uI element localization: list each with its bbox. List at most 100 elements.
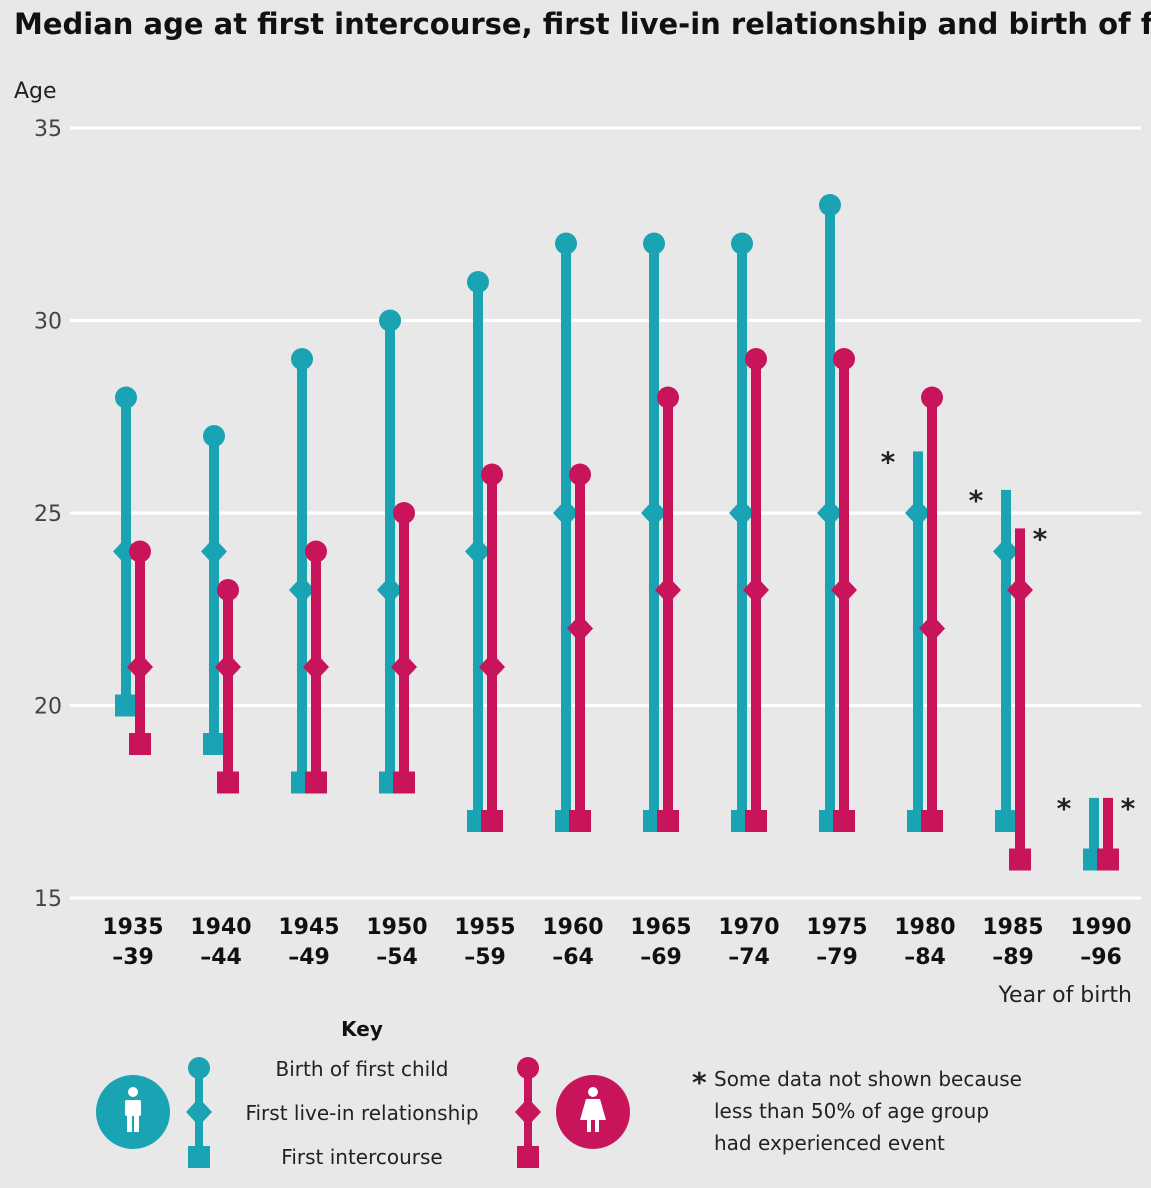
- birth-of-first-child-point: [745, 348, 767, 370]
- birth-of-first-child-point: [129, 540, 151, 563]
- x-tick-label: –49: [288, 945, 330, 970]
- footnote-line-1: Some data not shown because: [714, 1067, 1022, 1091]
- first-live-in-relationship-point: [201, 537, 227, 566]
- birth-of-first-child-point: [921, 386, 943, 409]
- first-live-in-relationship-point: [905, 499, 931, 527]
- range-bar: [297, 359, 307, 783]
- range-bar: [1001, 489, 1011, 821]
- x-tick-label: –89: [992, 945, 1034, 970]
- range-bar: [663, 397, 673, 821]
- birth-of-first-child-point: [393, 502, 415, 524]
- x-tick-label: –64: [552, 945, 594, 970]
- first-live-in-relationship-point: [641, 499, 667, 527]
- legend: Key Birth of first child First live-in r…: [96, 1017, 630, 1169]
- asterisk-marker: *: [1033, 522, 1048, 555]
- birth-of-first-child-point: [217, 579, 239, 601]
- first-live-in-relationship-point: [303, 653, 329, 681]
- asterisk-marker: *: [881, 445, 896, 478]
- first-live-in-relationship-point: [553, 499, 579, 527]
- x-tick-label: –79: [816, 945, 858, 970]
- range-bar: [385, 320, 395, 783]
- asterisk-marker: *: [969, 484, 984, 517]
- birth-of-first-child-point: [291, 348, 313, 370]
- birth-of-first-child-point: [643, 232, 665, 255]
- first-intercourse-point: [203, 733, 225, 755]
- x-tick-label: –54: [376, 945, 418, 970]
- range-bar: [487, 474, 497, 821]
- first-live-in-relationship-point: [1007, 576, 1033, 604]
- first-intercourse-point: [921, 810, 943, 832]
- women-legend-glyph: [515, 1057, 541, 1168]
- x-tick-label: –74: [728, 945, 770, 970]
- first-live-in-relationship-point: [479, 653, 505, 681]
- range-bar: [399, 513, 409, 783]
- y-tick-labels: 15 20 25 30 35: [34, 117, 62, 912]
- men-legend-glyph: [186, 1057, 212, 1168]
- birth-of-first-child-point: [467, 271, 489, 293]
- range-bar: [737, 243, 747, 821]
- first-live-in-relationship-point: [919, 614, 945, 643]
- first-intercourse-point: [393, 771, 415, 794]
- y-tick-label: 30: [34, 310, 62, 335]
- x-tick-label: –44: [200, 945, 242, 970]
- x-tick-label: 1980: [894, 915, 955, 940]
- first-live-in-relationship-point: [127, 653, 153, 681]
- first-live-in-relationship-point: [743, 576, 769, 604]
- range-bar: [561, 243, 571, 821]
- birth-of-first-child-point: [379, 309, 401, 332]
- legend-title: Key: [341, 1017, 383, 1041]
- first-intercourse-point: [833, 810, 855, 832]
- birth-of-first-child-point: [203, 425, 225, 447]
- x-tick-label: 1950: [366, 915, 427, 940]
- x-tick-label: –84: [904, 945, 946, 970]
- asterisk-marker: *: [1121, 792, 1136, 825]
- first-intercourse-point: [129, 733, 151, 755]
- first-intercourse-point: [745, 810, 767, 832]
- first-live-in-relationship-point: [831, 576, 857, 604]
- x-tick-label: –69: [640, 945, 682, 970]
- birth-of-first-child-point: [657, 386, 679, 409]
- x-tick-label: 1935: [102, 915, 163, 940]
- range-bar: [209, 436, 219, 744]
- range-bar: [1089, 797, 1099, 860]
- x-tick-label: 1965: [630, 915, 691, 940]
- first-intercourse-point: [115, 694, 137, 717]
- x-category-labels: 1935 –39 1940 –44 1945 –49 1950 –54 1955 –59 1960 –…: [102, 915, 1131, 970]
- x-tick-label: 1945: [278, 915, 339, 940]
- footnote-line-3: had experienced event: [714, 1131, 945, 1155]
- legend-relationship-label: First live-in relationship: [245, 1101, 478, 1125]
- x-tick-label: 1970: [718, 915, 779, 940]
- birth-of-first-child-point: [555, 232, 577, 255]
- first-live-in-relationship-point: [655, 576, 681, 604]
- birth-of-first-child-point: [481, 463, 503, 486]
- birth-of-first-child-point: [115, 386, 137, 409]
- first-live-in-relationship-point: [289, 576, 315, 604]
- x-axis-label: Year of birth: [998, 983, 1132, 1008]
- y-tick-label: 35: [34, 117, 62, 142]
- footnote-asterisk: *: [692, 1066, 707, 1099]
- range-bar: [575, 474, 585, 821]
- legend-birth-label: Birth of first child: [276, 1057, 449, 1081]
- birth-of-first-child-point: [569, 463, 591, 486]
- first-live-in-relationship-point: [993, 537, 1019, 566]
- x-tick-label: –59: [464, 945, 506, 970]
- x-tick-label: 1940: [190, 915, 251, 940]
- first-intercourse-point: [1097, 848, 1119, 871]
- first-intercourse-point: [481, 810, 503, 832]
- asterisk-marker: *: [1057, 792, 1072, 825]
- data-marks: * * * * *: [113, 194, 1136, 871]
- gridlines: [70, 126, 1141, 900]
- y-tick-label: 15: [34, 887, 62, 912]
- x-tick-label: 1990: [1070, 915, 1131, 940]
- first-live-in-relationship-point: [729, 499, 755, 527]
- range-bar: [1103, 797, 1113, 860]
- male-icon: [96, 1075, 170, 1149]
- first-live-in-relationship-point: [567, 614, 593, 643]
- legend-intercourse-label: First intercourse: [281, 1145, 442, 1169]
- first-live-in-relationship-point: [391, 653, 417, 681]
- x-tick-label: 1975: [806, 915, 867, 940]
- birth-of-first-child-point: [731, 232, 753, 255]
- range-bar: [927, 397, 937, 821]
- birth-of-first-child-point: [833, 348, 855, 370]
